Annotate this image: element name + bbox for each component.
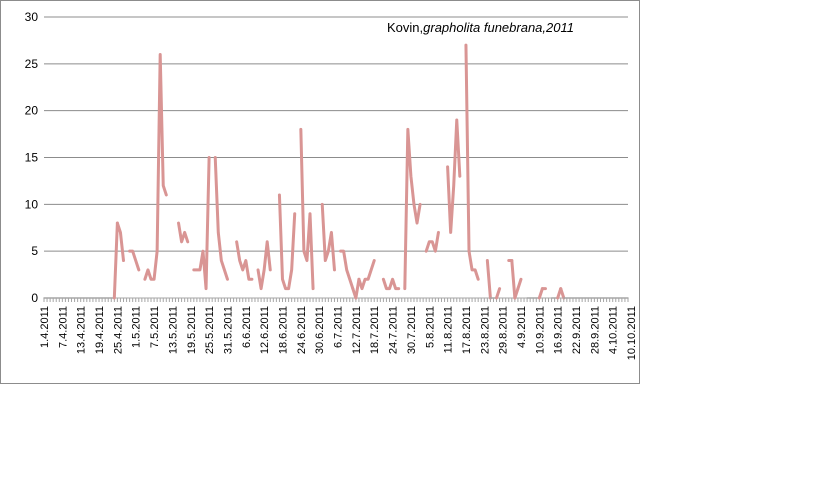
y-tick-label-30: 30 [25, 10, 39, 24]
series-line-segment [403, 127, 422, 291]
y-axis-ticks: 0 5 10 15 20 25 30 [25, 10, 39, 305]
x-tick-label: 30.7.2011 [406, 306, 418, 354]
series-line-segment [513, 287, 520, 300]
x-tick-label: 18.7.2011 [369, 306, 381, 354]
y-tick-label-15: 15 [25, 151, 39, 165]
x-tick-label: 25.4.2011 [112, 306, 124, 354]
x-tick-label: 7.4.2011 [57, 306, 69, 348]
chart-title-suffix: ,2011 [542, 20, 574, 35]
series-line-segment [128, 249, 141, 272]
x-tick-label: 13.5.2011 [167, 306, 179, 354]
x-tick-label: 23.8.2011 [479, 306, 491, 354]
x-tick-label: 10.10.2011 [626, 306, 638, 360]
x-tick-label: 10.9.2011 [534, 306, 546, 354]
y-tick-label-5: 5 [31, 244, 38, 258]
series-line-segment [277, 193, 297, 291]
x-tick-label: 6.6.2011 [241, 306, 253, 348]
series-line-segment [464, 43, 480, 281]
series-line-segment [381, 277, 401, 291]
x-tick-label: 18.6.2011 [277, 306, 289, 354]
x-tick-label: 19.4.2011 [94, 306, 106, 354]
series-line-segment [192, 156, 211, 291]
series-lines [43, 43, 629, 300]
gridlines [44, 16, 628, 252]
series-line-segment [510, 259, 517, 300]
series-line-segment [143, 52, 168, 281]
y-tick-label-0: 0 [31, 291, 38, 305]
x-tick-label: 12.7.2011 [351, 306, 363, 354]
x-tick-label: 1.5.2011 [131, 306, 143, 348]
series-line-segment [485, 259, 492, 300]
x-tick-label: 25.5.2011 [204, 306, 216, 354]
x-tick-label: 24.6.2011 [296, 306, 308, 354]
series-line-segment [256, 240, 272, 291]
y-tick-label-20: 20 [25, 104, 39, 118]
x-tick-label: 16.9.2011 [553, 306, 565, 354]
series-line-segment [537, 287, 544, 300]
x-tick-label: 19.5.2011 [186, 306, 198, 354]
x-tick-label: 7.5.2011 [149, 306, 161, 348]
series-line-segment [339, 249, 355, 291]
series-line-segment [320, 202, 336, 272]
series-line-segment [112, 221, 119, 300]
x-tick-label: 17.8.2011 [461, 306, 473, 354]
chart-frame: 0 5 10 15 20 25 30 1.4.2011 7.4.2011 13.4.2011 19… [0, 0, 640, 384]
series-line-segment [559, 287, 566, 300]
x-tick-label: 28.9.2011 [589, 306, 601, 354]
series-line-segment [299, 127, 315, 291]
x-tick-label: 4.9.2011 [516, 306, 528, 348]
line-chart: 0 5 10 15 20 25 30 1.4.2011 7.4.2011 13.4.2011 19… [25, 10, 638, 360]
x-axis: 1.4.2011 7.4.2011 13.4.2011 19.4.2011 25.4.2… [39, 297, 638, 360]
series-line-segment [516, 277, 523, 291]
series-line-segment [495, 287, 502, 300]
series-line-segment [446, 118, 462, 234]
x-tick-label: 30.6.2011 [314, 306, 326, 354]
chart-title: Kovin,grapholita funebrana,2011 [387, 20, 574, 35]
chart-title-prefix: Kovin, [387, 20, 423, 35]
x-tick-label: 11.8.2011 [443, 306, 455, 353]
x-tick-label: 13.4.2011 [76, 306, 88, 354]
series-line-segment [213, 156, 229, 281]
chart-title-species: grapholita funebrana [423, 20, 542, 35]
y-tick-label-10: 10 [25, 197, 39, 211]
y-tick-label-25: 25 [25, 57, 39, 71]
series-line-segment [235, 240, 254, 281]
x-tick-label: 31.5.2011 [222, 306, 234, 354]
x-tick-label: 4.10.2011 [608, 306, 620, 354]
x-tick-label: 6.7.2011 [333, 306, 345, 348]
series-line-segment [424, 230, 440, 253]
x-tick-label: 29.8.2011 [498, 306, 510, 354]
x-tick-label: 1.4.2011 [39, 306, 51, 348]
series-line-segment [177, 221, 190, 244]
x-tick-label: 22.9.2011 [571, 306, 583, 354]
x-tick-label: 5.8.2011 [424, 306, 436, 348]
x-tick-label: 24.7.2011 [388, 306, 400, 354]
series-line-segment [115, 221, 125, 263]
series-line-segment [357, 259, 376, 291]
x-tick-label: 12.6.2011 [259, 306, 271, 354]
